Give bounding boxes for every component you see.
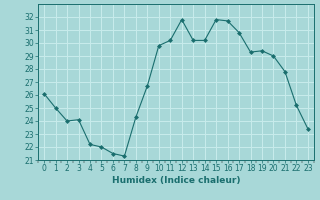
X-axis label: Humidex (Indice chaleur): Humidex (Indice chaleur) xyxy=(112,176,240,185)
